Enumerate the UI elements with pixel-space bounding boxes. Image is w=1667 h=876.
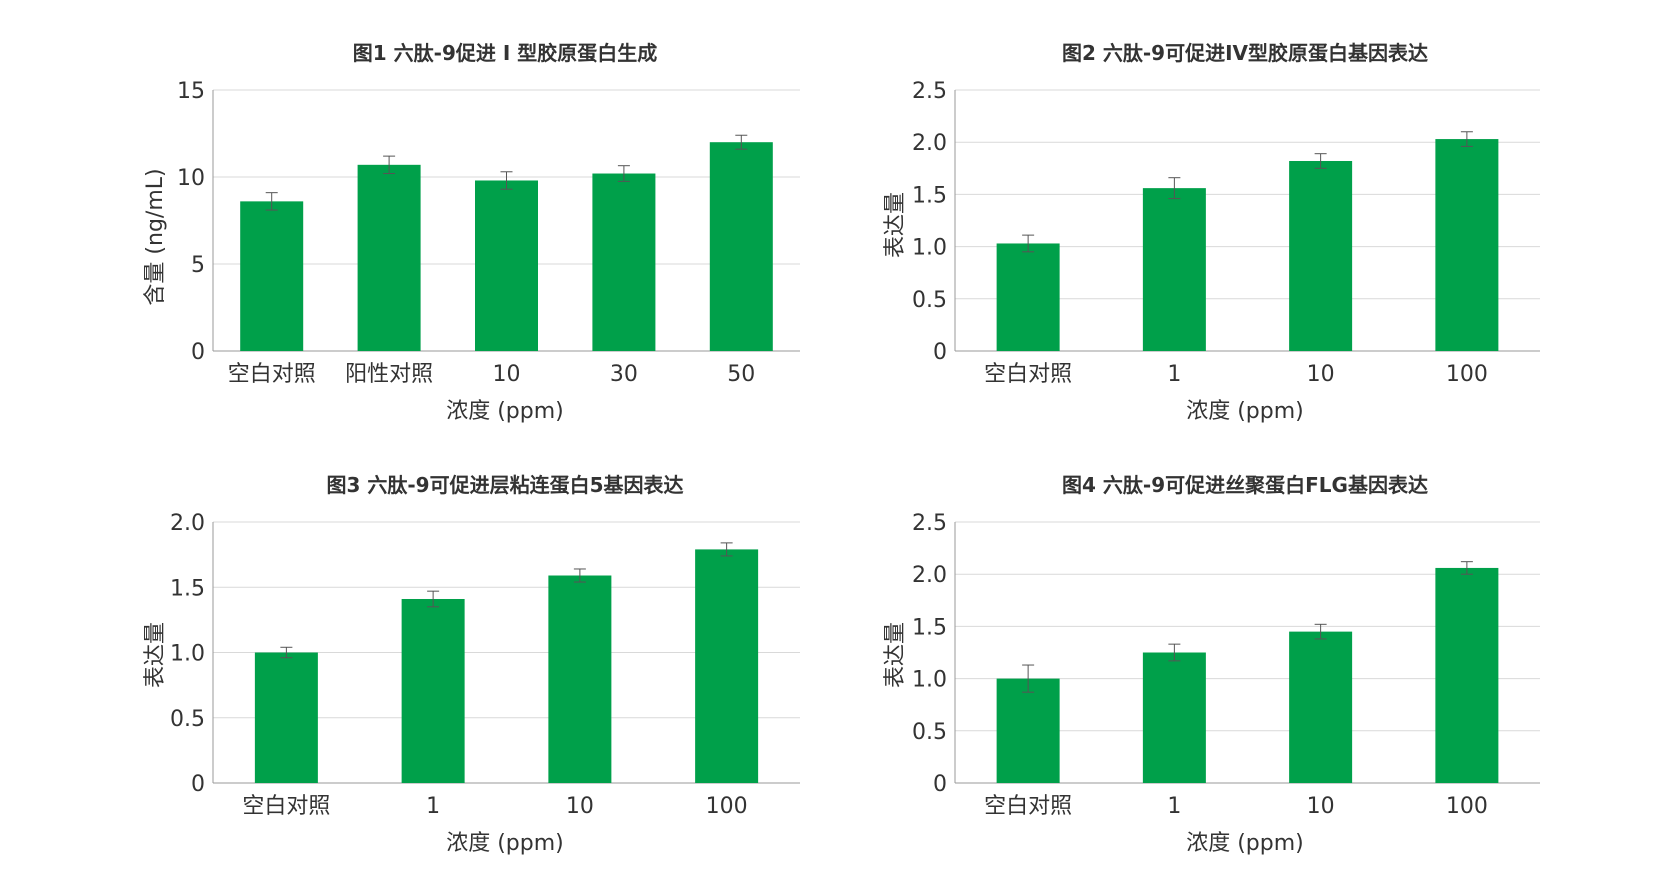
- x-tick-label: 阳性对照: [345, 362, 433, 387]
- y-tick-label: 1.0: [170, 642, 205, 667]
- x-tick-label: 50: [727, 362, 755, 387]
- bar: [996, 243, 1060, 351]
- y-tick-label: 10: [177, 166, 205, 191]
- chart-4-plot: 0 0.5 1.0 1.5 2.0 2.5 空白对照 1 10 100: [912, 511, 1540, 819]
- x-tick-label: 100: [1446, 362, 1488, 387]
- chart-4: 图4 六肽-9可促进丝聚蛋白FLG基因表达 浓度 (ppm) 表达量 0 0.5 1…: [883, 473, 1540, 856]
- y-tick-label: 0.5: [170, 707, 205, 732]
- y-tick-label: 1.0: [912, 668, 947, 693]
- x-tick-label: 10: [1307, 794, 1335, 819]
- chart-4-title: 图4 六肽-9可促进丝聚蛋白FLG基因表达: [1062, 473, 1428, 497]
- chart-3-xlabel: 浓度 (ppm): [446, 831, 564, 856]
- x-tick-label: 10: [493, 362, 521, 387]
- chart-2: 图2 六肽-9可促进IV型胶原蛋白基因表达 浓度 (ppm) 表达量 0 0.5 1…: [883, 41, 1540, 424]
- y-tick-label: 5: [191, 253, 205, 278]
- bar: [240, 201, 304, 351]
- x-tick-label: 1: [426, 794, 440, 819]
- y-tick-label: 1.0: [912, 236, 947, 261]
- x-tick-label: 空白对照: [228, 362, 316, 387]
- chart-2-plot: 0 0.5 1.0 1.5 2.0 2.5 空白对照 1 10 100: [912, 79, 1540, 387]
- x-tick-label: 空白对照: [984, 362, 1072, 387]
- y-tick-label: 1.5: [170, 576, 205, 601]
- chart-3-title: 图3 六肽-9可促进层粘连蛋白5基因表达: [326, 473, 683, 497]
- bar: [996, 678, 1060, 783]
- chart-2-ylabel: 表达量: [883, 192, 908, 258]
- bar: [1435, 567, 1499, 783]
- chart-2-title: 图2 六肽-9可促进IV型胶原蛋白基因表达: [1062, 41, 1428, 65]
- chart-2-xlabel: 浓度 (ppm): [1186, 399, 1304, 424]
- x-tick-label: 1: [1167, 362, 1181, 387]
- y-tick-label: 0: [191, 340, 205, 365]
- bar: [1142, 652, 1206, 783]
- y-tick-label: 2.5: [912, 511, 947, 536]
- chart-4-xlabel: 浓度 (ppm): [1186, 831, 1304, 856]
- y-tick-label: 2.0: [170, 511, 205, 536]
- y-tick-label: 2.5: [912, 79, 947, 104]
- bar: [709, 142, 773, 351]
- x-tick-label: 100: [706, 794, 748, 819]
- x-tick-label: 10: [566, 794, 594, 819]
- y-tick-label: 15: [177, 79, 205, 104]
- bar: [1289, 631, 1353, 783]
- chart-1-plot: 0 5 10 15 空白对照 阳性对照 10 30 50: [177, 79, 800, 387]
- chart-1-title: 图1 六肽-9促进 I 型胶原蛋白生成: [353, 41, 657, 65]
- x-tick-label: 空白对照: [242, 794, 330, 819]
- y-tick-label: 0: [933, 340, 947, 365]
- chart-3: 图3 六肽-9可促进层粘连蛋白5基因表达 浓度 (ppm) 表达量 0 0.5 1.…: [143, 473, 800, 856]
- chart-3-ylabel: 表达量: [143, 622, 168, 688]
- bar: [475, 180, 538, 351]
- chart-3-plot: 0 0.5 1.0 1.5 2.0 空白对照 1 10 100: [170, 511, 800, 819]
- x-tick-label: 100: [1446, 794, 1488, 819]
- chart-1-xlabel: 浓度 (ppm): [446, 399, 564, 424]
- chart-1: 图1 六肽-9促进 I 型胶原蛋白生成 浓度 (ppm) 含量 (ng/mL) …: [143, 41, 800, 424]
- y-tick-label: 0.5: [912, 288, 947, 313]
- x-tick-label: 空白对照: [984, 794, 1072, 819]
- x-tick-label: 1: [1167, 794, 1181, 819]
- bar: [548, 575, 612, 783]
- bar: [695, 549, 759, 783]
- bar: [357, 164, 421, 351]
- bar: [1142, 188, 1206, 351]
- bar: [254, 652, 318, 783]
- bar: [592, 173, 656, 351]
- y-tick-label: 1.5: [912, 615, 947, 640]
- y-tick-label: 0: [191, 772, 205, 797]
- x-tick-label: 30: [610, 362, 638, 387]
- y-tick-label: 2.0: [912, 563, 947, 588]
- y-tick-label: 0: [933, 772, 947, 797]
- bar: [401, 598, 465, 783]
- x-tick-label: 10: [1307, 362, 1335, 387]
- bar: [1289, 160, 1353, 351]
- bar: [1435, 139, 1499, 351]
- chart-4-ylabel: 表达量: [883, 622, 908, 688]
- y-tick-label: 1.5: [912, 183, 947, 208]
- y-tick-label: 0.5: [912, 720, 947, 745]
- chart-1-ylabel: 含量 (ng/mL): [143, 168, 168, 305]
- y-tick-label: 2.0: [912, 131, 947, 156]
